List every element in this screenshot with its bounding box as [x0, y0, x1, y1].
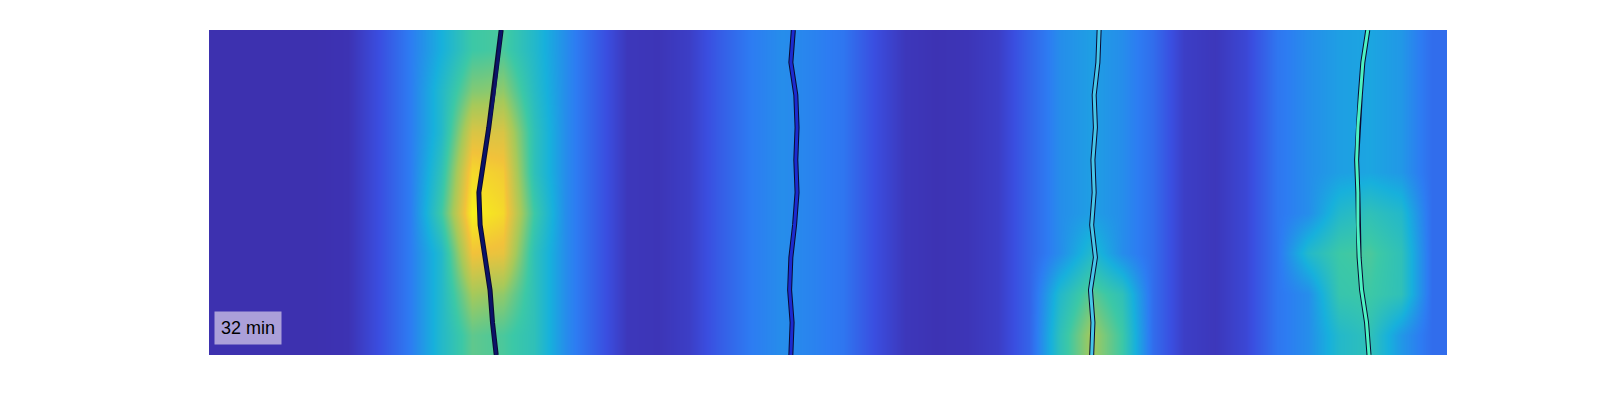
svg-text:32 min: 32 min	[221, 318, 275, 338]
